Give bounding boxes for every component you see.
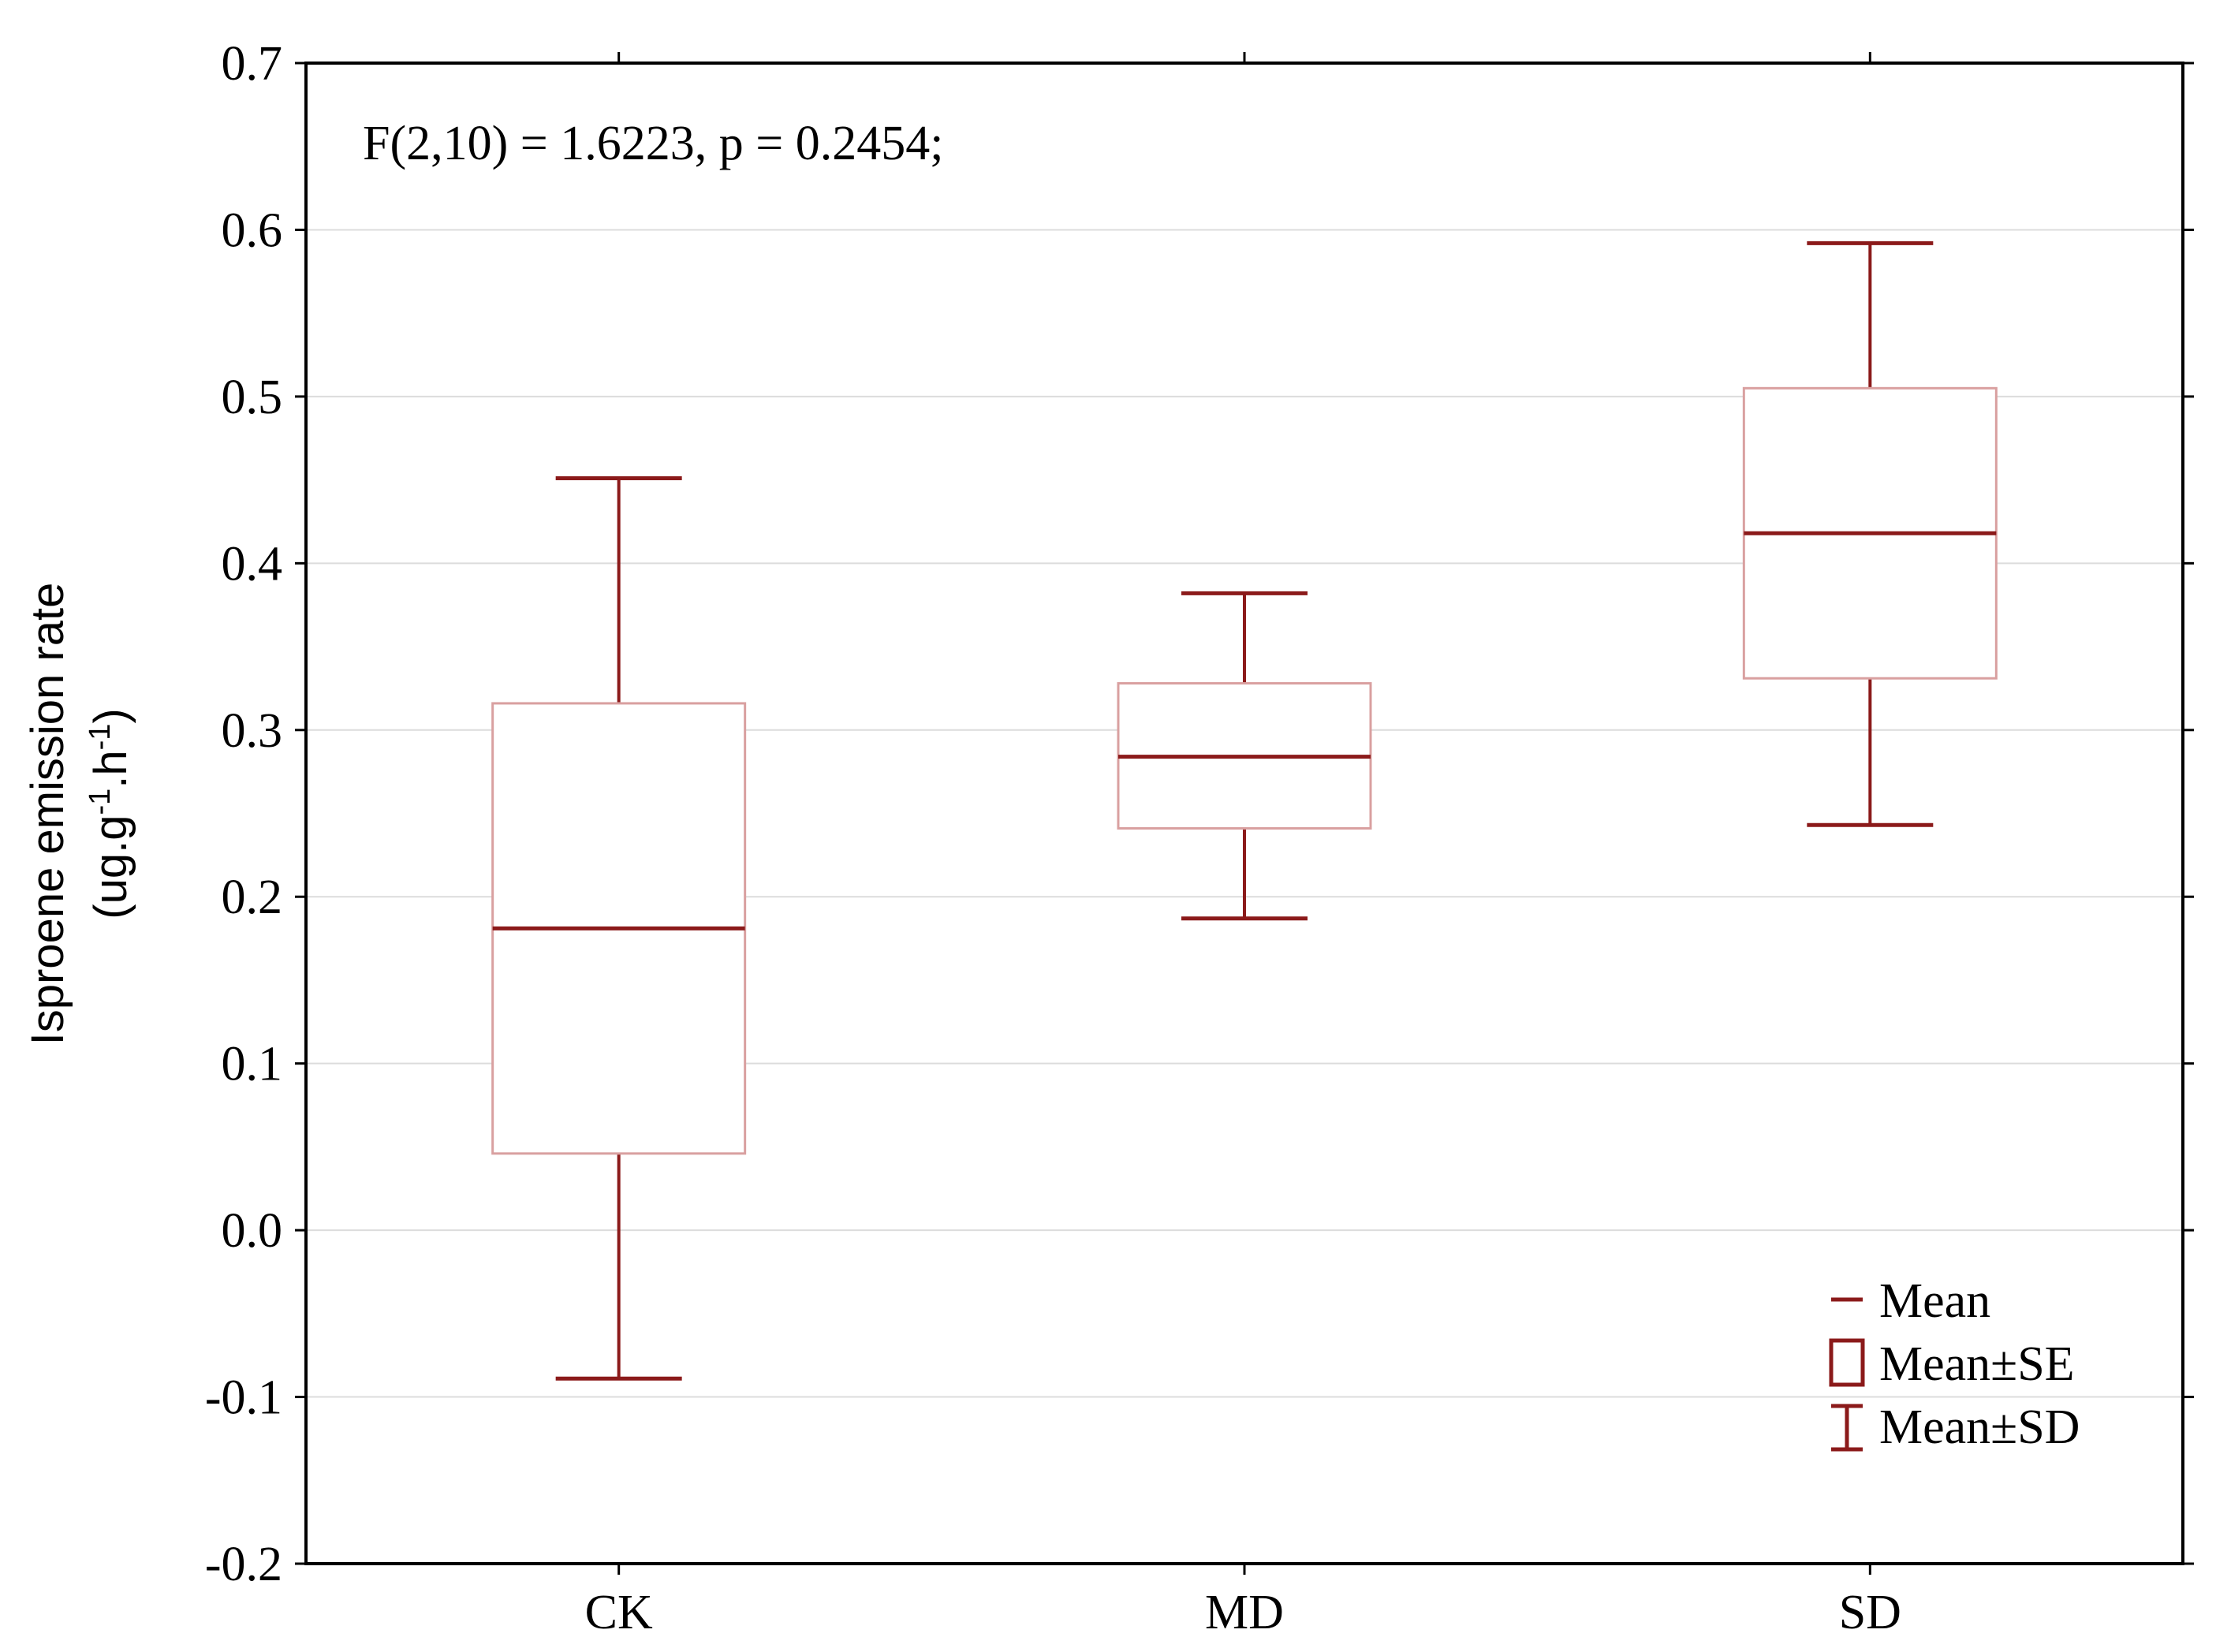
x-tick-label-ck: CK — [585, 1586, 653, 1639]
legend-se-symbol — [1829, 1338, 1865, 1387]
box-group-md — [1117, 591, 1372, 921]
legend-sd-symbol — [1831, 1404, 1863, 1452]
y-tick-label: 0.1 — [222, 1038, 283, 1091]
statistic-annotation: F(2,10) = 1.6223, p = 0.2454; — [363, 117, 943, 170]
y-axis-label-sup1: -1 — [84, 789, 117, 815]
x-tick-label-md: MD — [1205, 1586, 1284, 1639]
x-axis-ticks: CK MD SD — [585, 52, 1901, 1639]
y-tick-label: -0.1 — [205, 1371, 282, 1425]
y-tick-label: 0.0 — [222, 1204, 283, 1258]
legend-sd-label: Mean±SD — [1879, 1400, 2080, 1454]
y-axis-label-line1: Isproene emission rate — [22, 583, 73, 1046]
y-tick-label: 0.4 — [222, 537, 283, 591]
box-group-ck — [491, 475, 747, 1381]
y-tick-label: 0.3 — [222, 704, 283, 758]
y-tick-label: 0.5 — [222, 371, 283, 424]
y-axis-ticks: -0.2 -0.1 0.0 0.1 0.2 0.3 0.4 0.5 0.6 0.7 — [205, 37, 2194, 1591]
legend: Mean Mean±SE Mean±SD — [1829, 1274, 2080, 1454]
y-axis-label-line2: (ug.g-1.h-1) — [84, 708, 136, 919]
x-tick-label-sd: SD — [1839, 1586, 1901, 1639]
box-group-sd — [1742, 241, 1998, 827]
y-tick-label: -0.2 — [205, 1538, 282, 1591]
legend-mean-label: Mean — [1879, 1274, 1990, 1328]
legend-se-label: Mean±SE — [1879, 1337, 2075, 1391]
y-tick-label: 0.2 — [222, 871, 283, 924]
y-tick-label: 0.7 — [222, 37, 283, 91]
y-axis-label: Isproene emission rate (ug.g-1.h-1) — [22, 583, 136, 1046]
box-plot-series — [491, 241, 1998, 1381]
y-axis-label-sup2: -1 — [84, 724, 117, 751]
y-tick-label: 0.6 — [222, 203, 283, 257]
plot-frame — [304, 62, 2184, 1565]
